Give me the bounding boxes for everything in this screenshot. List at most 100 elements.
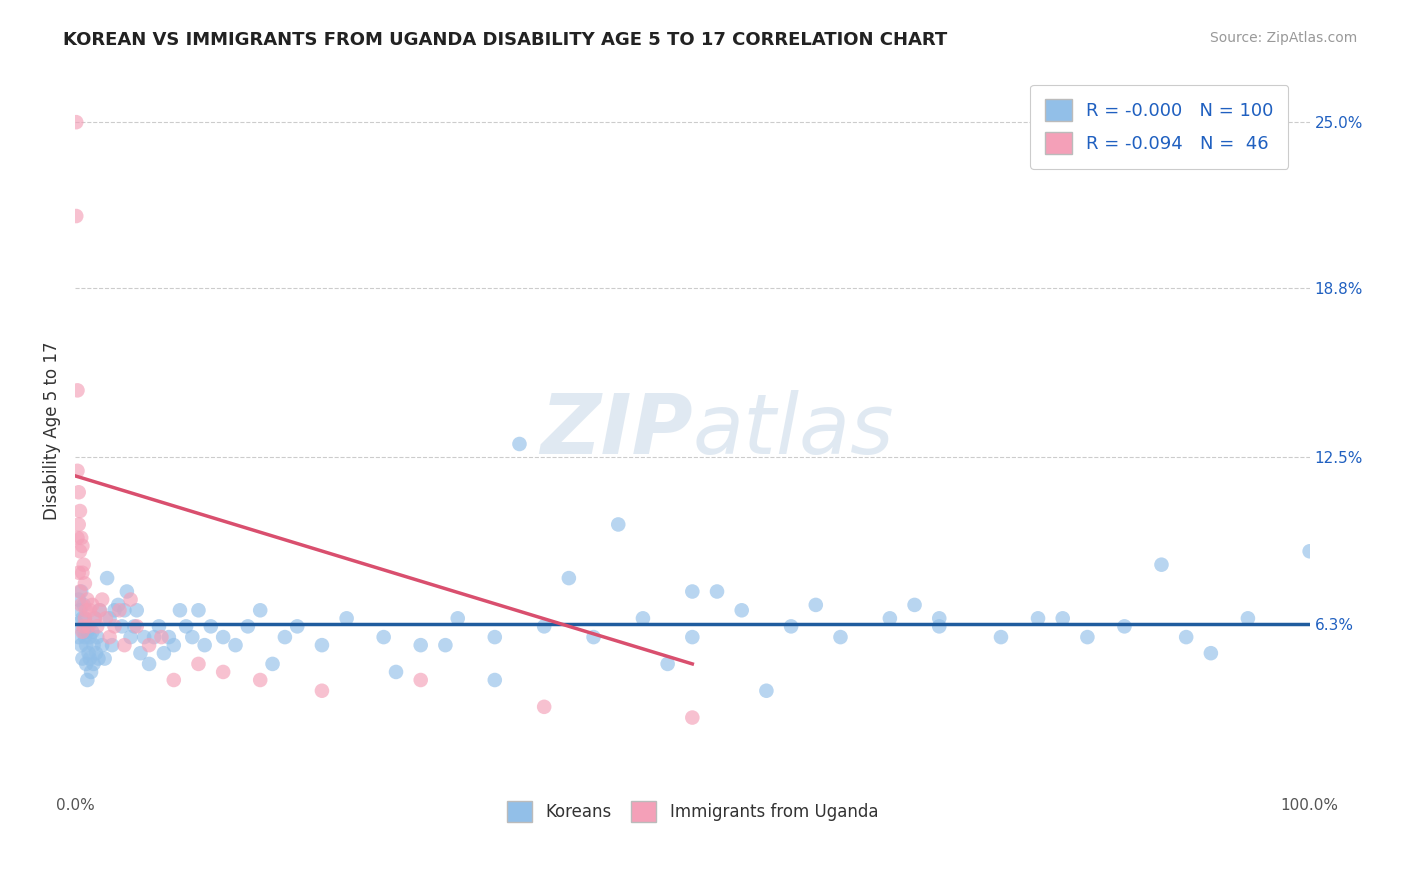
Point: [409, 673, 432, 687]
Point: [1114, 619, 1136, 633]
Point: [1150, 558, 1173, 572]
Point: [69, 584, 91, 599]
Point: [120, 630, 142, 644]
Point: [125, 619, 148, 633]
Legend: Koreans, Immigrants from Uganda: Koreans, Immigrants from Uganda: [494, 788, 891, 835]
Point: [508, 437, 530, 451]
Point: [79, 651, 101, 665]
Point: [755, 683, 778, 698]
Point: [731, 603, 754, 617]
Point: [706, 584, 728, 599]
Point: [143, 630, 166, 644]
Point: [181, 630, 204, 644]
Point: [80, 665, 103, 679]
Point: [70, 584, 93, 599]
Text: Source: ZipAtlas.com: Source: ZipAtlas.com: [1209, 31, 1357, 45]
Point: [82, 624, 104, 639]
Point: [75, 657, 97, 671]
Point: [112, 603, 135, 617]
Point: [830, 630, 852, 644]
Point: [65, 209, 87, 223]
Point: [311, 683, 333, 698]
Point: [657, 657, 679, 671]
Point: [194, 638, 217, 652]
Point: [804, 598, 827, 612]
Point: [484, 673, 506, 687]
Point: [681, 630, 703, 644]
Point: [134, 630, 156, 644]
Point: [447, 611, 470, 625]
Point: [86, 630, 108, 644]
Point: [91, 638, 114, 652]
Point: [69, 544, 91, 558]
Point: [187, 603, 209, 617]
Point: [533, 619, 555, 633]
Point: [879, 611, 901, 625]
Point: [66, 531, 89, 545]
Point: [582, 630, 605, 644]
Point: [681, 584, 703, 599]
Point: [83, 657, 105, 671]
Point: [1052, 611, 1074, 625]
Point: [72, 611, 94, 625]
Point: [148, 619, 170, 633]
Point: [75, 603, 97, 617]
Point: [928, 619, 950, 633]
Point: [82, 598, 104, 612]
Point: [125, 603, 148, 617]
Point: [72, 624, 94, 639]
Point: [153, 646, 176, 660]
Point: [103, 603, 125, 617]
Point: [91, 592, 114, 607]
Point: [1076, 630, 1098, 644]
Point: [262, 657, 284, 671]
Point: [163, 673, 186, 687]
Point: [138, 657, 160, 671]
Point: [83, 611, 105, 625]
Point: [79, 603, 101, 617]
Point: [225, 638, 247, 652]
Point: [66, 616, 89, 631]
Point: [70, 531, 93, 545]
Point: [373, 630, 395, 644]
Point: [558, 571, 581, 585]
Point: [336, 611, 359, 625]
Point: [67, 517, 90, 532]
Point: [681, 710, 703, 724]
Point: [67, 485, 90, 500]
Point: [94, 611, 117, 625]
Point: [285, 619, 308, 633]
Point: [174, 619, 197, 633]
Point: [249, 603, 271, 617]
Point: [129, 646, 152, 660]
Point: [200, 619, 222, 633]
Point: [607, 517, 630, 532]
Point: [84, 646, 107, 660]
Y-axis label: Disability Age 5 to 17: Disability Age 5 to 17: [44, 342, 60, 520]
Text: ZIP: ZIP: [540, 390, 692, 471]
Point: [212, 630, 235, 644]
Point: [66, 384, 89, 398]
Point: [1237, 611, 1260, 625]
Point: [72, 566, 94, 580]
Point: [1199, 646, 1222, 660]
Point: [274, 630, 297, 644]
Point: [72, 619, 94, 633]
Point: [86, 619, 108, 633]
Point: [1175, 630, 1198, 644]
Point: [75, 638, 97, 652]
Point: [77, 646, 100, 660]
Point: [103, 619, 125, 633]
Point: [77, 619, 100, 633]
Point: [903, 598, 925, 612]
Point: [73, 611, 96, 625]
Point: [385, 665, 408, 679]
Point: [115, 584, 138, 599]
Point: [83, 638, 105, 652]
Point: [70, 598, 93, 612]
Point: [112, 638, 135, 652]
Point: [89, 603, 111, 617]
Point: [76, 673, 98, 687]
Point: [249, 673, 271, 687]
Point: [990, 630, 1012, 644]
